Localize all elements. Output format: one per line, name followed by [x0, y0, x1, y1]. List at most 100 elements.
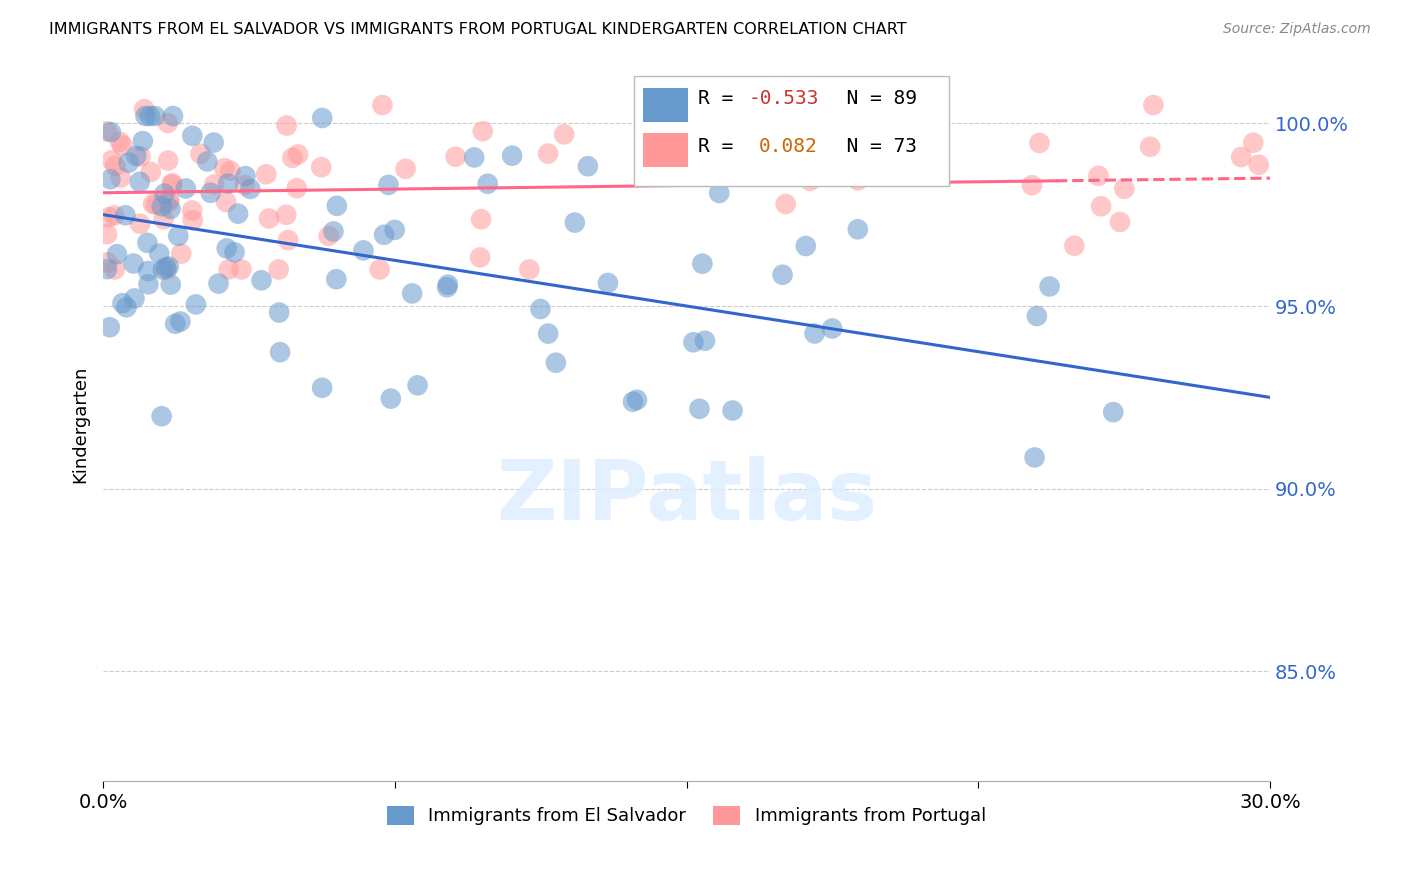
Point: [250, 273, 273, 287]
Point: [96, 255, 118, 269]
Point: [233, 178, 256, 193]
Point: [693, 334, 716, 348]
Point: [215, 194, 238, 209]
Point: [318, 229, 340, 244]
Point: [477, 177, 499, 191]
Point: [529, 301, 551, 316]
Point: [1090, 199, 1112, 213]
Point: [287, 147, 309, 161]
Point: [1139, 140, 1161, 154]
Point: [152, 212, 174, 227]
Point: [165, 317, 187, 331]
Text: R =: R =: [699, 89, 745, 108]
Point: [184, 297, 207, 311]
Point: [1142, 98, 1164, 112]
Point: [105, 247, 128, 261]
FancyBboxPatch shape: [644, 87, 688, 122]
Point: [285, 181, 308, 195]
Point: [129, 150, 152, 164]
Point: [309, 160, 332, 174]
Point: [1025, 309, 1047, 323]
Point: [219, 164, 242, 178]
Point: [159, 202, 181, 216]
Point: [846, 222, 869, 236]
Point: [128, 175, 150, 189]
Point: [1021, 178, 1043, 193]
Point: [97, 211, 120, 225]
Point: [217, 177, 239, 191]
Y-axis label: Kindergarten: Kindergarten: [72, 366, 89, 483]
Point: [136, 235, 159, 250]
Point: [157, 195, 180, 210]
Point: [200, 186, 222, 200]
Point: [437, 277, 460, 292]
Point: [471, 124, 494, 138]
Point: [821, 321, 844, 335]
Point: [596, 276, 619, 290]
Point: [682, 335, 704, 350]
Point: [104, 159, 127, 173]
Point: [817, 144, 839, 158]
Text: 0.082: 0.082: [759, 137, 818, 156]
Text: -0.533: -0.533: [748, 89, 818, 108]
Point: [1087, 169, 1109, 183]
FancyBboxPatch shape: [634, 76, 949, 186]
Point: [153, 186, 176, 201]
Point: [152, 262, 174, 277]
Text: R =: R =: [699, 137, 756, 156]
Point: [1109, 215, 1132, 229]
Text: IMMIGRANTS FROM EL SALVADOR VS IMMIGRANTS FROM PORTUGAL KINDERGARTEN CORRELATION: IMMIGRANTS FROM EL SALVADOR VS IMMIGRANT…: [49, 22, 907, 37]
Point: [157, 260, 180, 274]
Point: [224, 245, 246, 260]
Point: [621, 394, 644, 409]
Point: [257, 211, 280, 226]
Point: [380, 392, 402, 406]
Point: [214, 161, 236, 176]
Point: [1063, 238, 1085, 252]
Point: [254, 167, 277, 181]
Point: [160, 176, 183, 190]
FancyBboxPatch shape: [644, 133, 688, 167]
Point: [226, 207, 249, 221]
Point: [772, 268, 794, 282]
Point: [96, 262, 118, 277]
Point: [181, 203, 204, 218]
Point: [170, 246, 193, 260]
Point: [207, 277, 229, 291]
Point: [775, 197, 797, 211]
Point: [406, 378, 429, 392]
Point: [231, 262, 253, 277]
Point: [157, 192, 180, 206]
Point: [544, 356, 567, 370]
Point: [326, 199, 349, 213]
Point: [368, 262, 391, 277]
Point: [709, 186, 731, 200]
Point: [626, 392, 648, 407]
Point: [803, 326, 825, 341]
Point: [401, 286, 423, 301]
Point: [276, 208, 298, 222]
Point: [1247, 158, 1270, 172]
Point: [134, 109, 156, 123]
Point: [111, 138, 134, 153]
Point: [124, 292, 146, 306]
Point: [352, 244, 374, 258]
Point: [142, 197, 165, 211]
Point: [688, 401, 710, 416]
Point: [157, 153, 180, 168]
Text: ZIPatlas: ZIPatlas: [496, 456, 877, 536]
Point: [384, 223, 406, 237]
Point: [501, 149, 523, 163]
Point: [1114, 182, 1136, 196]
Point: [322, 224, 344, 238]
Point: [100, 153, 122, 168]
Point: [1024, 450, 1046, 465]
Point: [436, 280, 458, 294]
Point: [311, 111, 333, 125]
Point: [98, 320, 121, 334]
Text: N = 73: N = 73: [823, 137, 917, 156]
Point: [108, 135, 131, 149]
Point: [174, 181, 197, 195]
Point: [125, 149, 148, 163]
Point: [136, 264, 159, 278]
